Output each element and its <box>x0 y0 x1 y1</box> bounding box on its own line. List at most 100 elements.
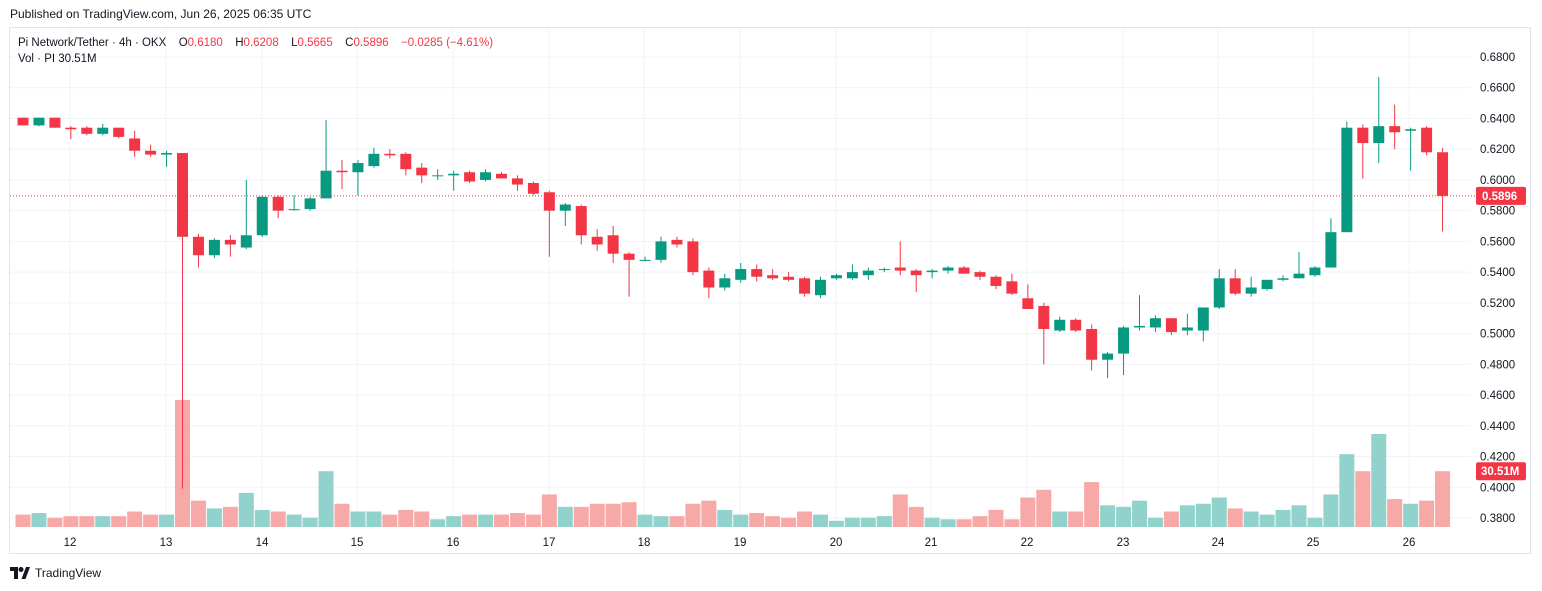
volume-bar <box>1179 505 1195 527</box>
candle-body <box>336 170 348 173</box>
tradingview-logo[interactable]: TradingView <box>10 566 101 580</box>
candle-body <box>208 239 220 256</box>
candle-body <box>368 153 380 167</box>
candle-body <box>177 153 188 237</box>
volume-bar <box>1068 511 1084 527</box>
volume-bar <box>1100 505 1116 527</box>
candle-body <box>320 170 332 199</box>
volume-value: 30.51M <box>58 53 97 65</box>
volume-bar <box>557 506 573 527</box>
candle-body <box>432 175 444 177</box>
volume-bar <box>366 511 382 527</box>
candle-body <box>830 275 842 279</box>
x-tick-label: 26 <box>1403 537 1416 549</box>
volume-bar <box>701 500 717 527</box>
published-caption: Published on TradingView.com, Jun 26, 20… <box>10 7 312 21</box>
y-tick-label: 0.5200 <box>1480 298 1515 310</box>
y-tick-label: 0.4600 <box>1480 390 1515 402</box>
candle-body <box>1070 319 1082 331</box>
volume-bar <box>637 514 653 527</box>
open-value: 0.6180 <box>187 37 223 49</box>
candle-body <box>17 117 29 126</box>
volume-bar <box>1275 509 1291 527</box>
chart-frame <box>9 27 1531 554</box>
y-tick-label: 0.5800 <box>1480 206 1515 218</box>
volume-bar <box>462 514 478 527</box>
x-tick-label: 13 <box>160 537 173 549</box>
candle-body <box>384 153 396 156</box>
y-tick-label: 0.6400 <box>1480 113 1515 125</box>
candle-body <box>304 198 316 210</box>
high-label: H <box>235 37 244 49</box>
x-tick-label: 16 <box>447 537 460 549</box>
candle-body <box>527 183 539 194</box>
volume-bar <box>1403 503 1419 527</box>
volume-bar <box>509 513 525 527</box>
volume-label: Vol · PI <box>18 53 56 65</box>
candle-body <box>1389 126 1401 133</box>
volume-bar <box>765 516 781 527</box>
candle-body <box>1261 279 1273 290</box>
candle-body <box>735 269 747 280</box>
candle-body <box>272 196 284 211</box>
x-tick-label: 21 <box>925 537 938 549</box>
candle-body <box>703 270 715 288</box>
volume-bar <box>1371 434 1387 527</box>
candle-body <box>352 163 364 173</box>
high-value: 0.6208 <box>243 37 279 49</box>
volume-bar <box>206 508 222 527</box>
x-tick-label: 12 <box>64 537 77 549</box>
volume-bar <box>733 514 749 527</box>
volume-bar <box>1052 511 1068 527</box>
volume-bar <box>1116 506 1132 527</box>
volume-bar <box>908 506 924 527</box>
candle-body <box>559 204 571 211</box>
volume-bar <box>573 506 589 527</box>
candle-body <box>575 206 587 236</box>
volume-legend: Vol · PI 30.51M <box>18 51 97 67</box>
candle-body <box>1229 278 1241 294</box>
x-tick-label: 23 <box>1117 537 1130 549</box>
volume-bar <box>79 516 95 527</box>
volume-bar <box>828 520 844 527</box>
candle-body <box>942 267 954 271</box>
candle-body <box>687 241 699 273</box>
volume-bar <box>222 506 238 527</box>
candle-body <box>1405 129 1417 131</box>
volume-bar <box>717 509 733 527</box>
candle-body <box>783 276 795 280</box>
volume-bar <box>860 517 876 527</box>
y-tick-label: 0.6800 <box>1480 52 1515 64</box>
brand-label: TradingView <box>35 566 102 580</box>
volume-bar <box>1291 505 1307 527</box>
volume-bar <box>143 514 159 527</box>
candle-body <box>894 267 906 271</box>
candle-body <box>416 167 428 176</box>
candle-body <box>1181 327 1193 331</box>
volume-bar <box>781 517 797 527</box>
time-axis[interactable]: 12 13 14 15 16 17 18 19 20 21 22 23 24 25 26 <box>64 537 1416 549</box>
candle-body <box>1437 152 1449 196</box>
price-axis[interactable]: 0.6800 0.6600 0.6400 0.6200 0.6000 0.5800 0.56… <box>1480 52 1515 525</box>
candle-body <box>33 117 45 126</box>
volume-bar <box>1163 511 1179 527</box>
ohlc-legend: Pi Network/Tether · 4h · OKX O0.6180 H0.… <box>18 35 493 51</box>
volume-bar <box>1132 500 1147 527</box>
x-tick-label: 24 <box>1212 537 1225 549</box>
candle-body <box>990 276 1002 286</box>
volume-bar <box>1020 497 1036 527</box>
volume-bar <box>813 514 828 527</box>
volume-bar <box>159 514 175 527</box>
candle-body <box>910 270 922 276</box>
candle-body <box>256 196 268 236</box>
candle-body <box>1213 278 1225 308</box>
candle-body <box>1245 287 1257 294</box>
volume-bar <box>1435 471 1451 527</box>
y-tick-label: 0.6000 <box>1480 175 1515 187</box>
volume-bar <box>1084 482 1100 527</box>
candle-body <box>751 269 763 277</box>
volume-bar <box>1211 497 1227 527</box>
candle-body <box>1118 327 1130 354</box>
candle-body <box>240 235 252 248</box>
